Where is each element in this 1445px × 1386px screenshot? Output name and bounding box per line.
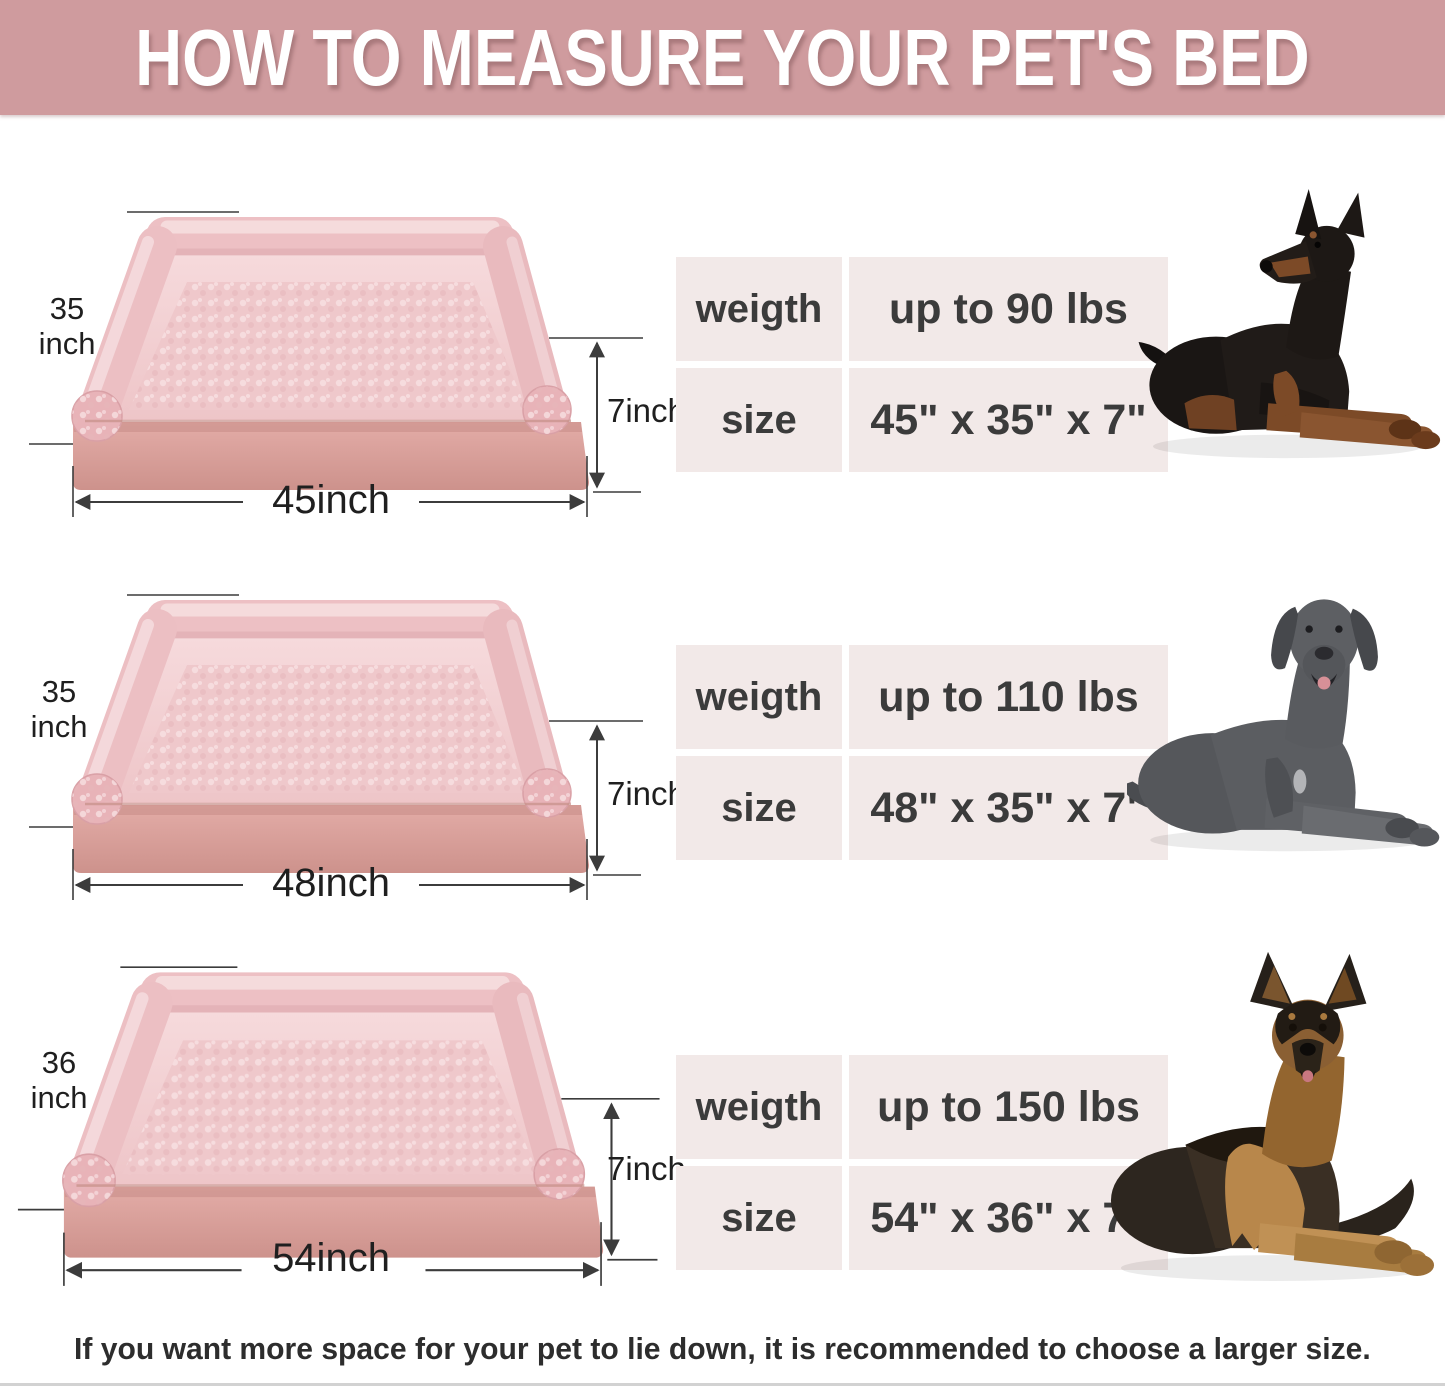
weight-value-cell: up to 90 lbs <box>849 257 1168 361</box>
size-row-48-inch: 35 inch 48inch 7inch weigth up to 110 lb… <box>0 545 1445 915</box>
depth-unit: inch <box>38 325 96 361</box>
bed-figure: 35 inch 45inch 7inch <box>15 170 686 522</box>
footer: If you want more space for your pet to l… <box>0 1311 1445 1383</box>
bed-illustration <box>3 923 682 1289</box>
bed-figure: 36 inch 54inch 7inch <box>15 928 686 1280</box>
weight-value-cell: up to 110 lbs <box>849 645 1168 749</box>
spec-table: weigth up to 150 lbs size 54" x 36" x 7" <box>676 1055 1168 1270</box>
bed-illustration <box>15 553 665 903</box>
weight-label-cell: weigth <box>676 1055 842 1159</box>
weight-value-cell: up to 150 lbs <box>849 1055 1168 1159</box>
size-row-54-inch: 36 inch 54inch 7inch weigth up to 150 lb… <box>0 915 1445 1311</box>
size-value-cell: 54" x 36" x 7" <box>849 1166 1168 1270</box>
height-dimension-label: 7inch <box>607 775 686 812</box>
depth-unit: inch <box>30 1079 88 1115</box>
width-dimension-label: 54inch <box>272 1236 390 1280</box>
depth-dimension-label: 35 inch <box>15 674 103 744</box>
header-banner: HOW TO MEASURE YOUR PET'S BED <box>0 0 1445 115</box>
doberman-illustration <box>1135 173 1441 475</box>
height-dimension-label: 7inch <box>607 392 686 429</box>
size-label-cell: size <box>676 756 842 860</box>
size-value-cell: 48" x 35" x 7" <box>849 756 1168 860</box>
size-row-45-inch: 35 inch 45inch 7inch weigth up to 90 lbs… <box>0 115 1445 545</box>
footer-note: If you want more space for your pet to l… <box>74 1330 1371 1366</box>
dog-image-german-shepherd <box>1101 915 1439 1299</box>
german-shepherd-illustration <box>1101 915 1439 1299</box>
width-dimension-label: 48inch <box>272 861 390 905</box>
weight-label-cell: weigth <box>676 257 842 361</box>
depth-value: 35 <box>49 291 85 326</box>
width-dimension-label: 45inch <box>272 478 390 522</box>
height-dimension-label: 7inch <box>607 1150 686 1187</box>
weight-label-cell: weigth <box>676 645 842 749</box>
depth-value: 36 <box>41 1045 77 1080</box>
dog-image-great-dane <box>1127 559 1443 859</box>
page-title: HOW TO MEASURE YOUR PET'S BED <box>135 12 1310 103</box>
spec-table: weigth up to 90 lbs size 45" x 35" x 7" <box>676 257 1168 472</box>
great-dane-illustration <box>1127 559 1443 859</box>
depth-unit: inch <box>30 708 88 744</box>
bed-illustration <box>15 170 665 520</box>
size-label-cell: size <box>676 1166 842 1270</box>
size-label-cell: size <box>676 368 842 472</box>
spec-table: weigth up to 110 lbs size 48" x 35" x 7" <box>676 645 1168 860</box>
depth-dimension-label: 36 inch <box>15 1045 103 1115</box>
size-value-cell: 45" x 35" x 7" <box>849 368 1168 472</box>
dog-image-doberman <box>1135 173 1441 475</box>
bed-figure: 35 inch 48inch 7inch <box>15 553 686 905</box>
depth-dimension-label: 35 inch <box>23 291 111 361</box>
depth-value: 35 <box>41 674 77 709</box>
